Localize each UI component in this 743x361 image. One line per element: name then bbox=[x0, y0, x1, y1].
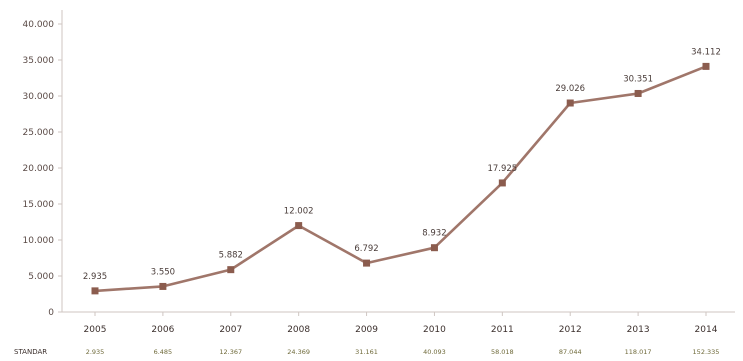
x-tick-label: 2011 bbox=[491, 325, 514, 335]
data-point bbox=[363, 259, 371, 267]
x-tick-label: 2012 bbox=[559, 325, 582, 335]
data-point bbox=[295, 222, 303, 230]
cumulative-row-title: STANDAR bbox=[14, 348, 47, 356]
x-tick-label: 2005 bbox=[84, 325, 107, 335]
data-point bbox=[566, 99, 574, 107]
data-point bbox=[91, 287, 99, 295]
cumulative-value: 58.018 bbox=[491, 348, 514, 356]
y-tick-label: 5.000 bbox=[28, 272, 54, 282]
data-label: 3.550 bbox=[151, 267, 175, 277]
data-label: 29.026 bbox=[555, 84, 585, 94]
x-tick-label: 2013 bbox=[627, 325, 650, 335]
data-label: 12.002 bbox=[284, 207, 314, 217]
data-label: 17.925 bbox=[487, 164, 517, 174]
data-point bbox=[702, 62, 710, 70]
y-tick-label: 25.000 bbox=[23, 128, 55, 138]
data-point bbox=[634, 89, 642, 97]
x-tick-label: 2014 bbox=[695, 325, 718, 335]
data-label: 5.882 bbox=[219, 251, 243, 261]
x-tick-label: 2009 bbox=[355, 325, 378, 335]
y-tick-label: 40.000 bbox=[23, 20, 55, 30]
x-tick-label: 2007 bbox=[219, 325, 242, 335]
y-tick-label: 35.000 bbox=[23, 56, 55, 66]
data-label: 30.351 bbox=[623, 74, 653, 84]
cumulative-value: 31.161 bbox=[355, 348, 378, 356]
data-point bbox=[430, 244, 438, 252]
cumulative-value: 152.335 bbox=[693, 348, 720, 356]
series-line-path bbox=[93, 65, 708, 293]
data-label: 2.935 bbox=[83, 272, 107, 282]
data-labels: 2.935 3.550 5.882 12.002 6.792 8.932 17.925 29.… bbox=[83, 47, 721, 281]
series-line bbox=[91, 62, 710, 295]
data-point bbox=[227, 266, 235, 274]
cumulative-value: 118.017 bbox=[625, 348, 652, 356]
data-label: 8.932 bbox=[422, 229, 446, 239]
cumulative-value: 6.485 bbox=[154, 348, 173, 356]
y-tick-label: 30.000 bbox=[23, 92, 55, 102]
y-axis: 0 5.000 10.000 15.000 20.000 25.000 30.000 35.0… bbox=[23, 10, 63, 318]
y-tick-label: 15.000 bbox=[23, 200, 55, 210]
cumulative-value: 12.367 bbox=[219, 348, 242, 356]
cumulative-value: 40.093 bbox=[423, 348, 446, 356]
y-tick-label: 10.000 bbox=[23, 236, 55, 246]
data-label: 34.112 bbox=[691, 47, 721, 57]
cumulative-value: 24.369 bbox=[287, 348, 310, 356]
data-point bbox=[498, 179, 506, 187]
data-point bbox=[159, 282, 167, 290]
y-tick-label: 20.000 bbox=[23, 164, 55, 174]
cumulative-value: 2.935 bbox=[86, 348, 105, 356]
y-tick-label: 0 bbox=[48, 308, 54, 318]
cumulative-row: STANDAR 2.935 6.485 12.367 24.369 31.161 40.09… bbox=[14, 348, 719, 356]
x-tick-label: 2008 bbox=[287, 325, 310, 335]
cumulative-value: 87.044 bbox=[559, 348, 582, 356]
x-tick-label: 2010 bbox=[423, 325, 446, 335]
data-label: 6.792 bbox=[354, 244, 378, 254]
x-axis: 2005 2006 2007 2008 2009 2010 2011 2012 2013 2014 bbox=[62, 311, 735, 335]
x-tick-label: 2006 bbox=[151, 325, 174, 335]
